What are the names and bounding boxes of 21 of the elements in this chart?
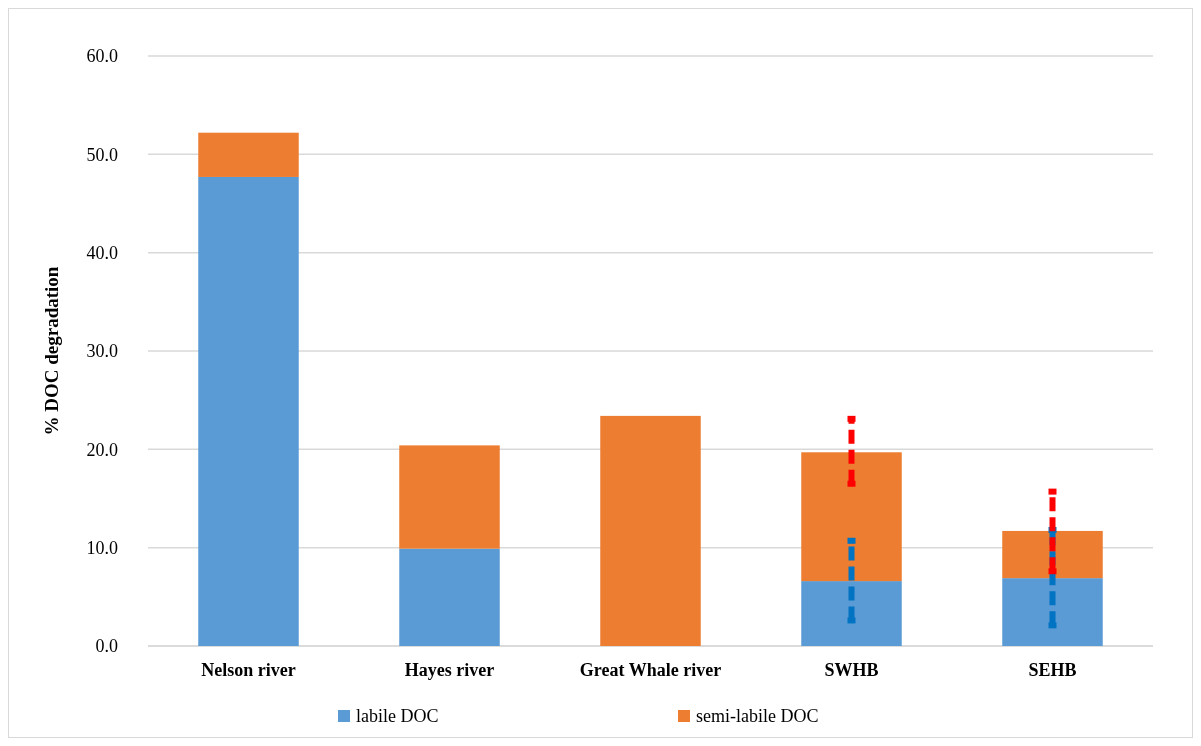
y-tick-label: 30.0 xyxy=(86,341,118,362)
bar xyxy=(198,132,299,177)
x-tick-label: Nelson river xyxy=(201,660,296,680)
bar xyxy=(399,445,500,549)
y-tick-label: 50.0 xyxy=(86,144,118,165)
legend-label: labile DOC xyxy=(356,706,439,727)
x-tick-label: Great Whale river xyxy=(579,660,722,680)
bar xyxy=(399,548,500,646)
x-tick-label: SEHB xyxy=(1028,660,1077,680)
x-tick-label: Hayes river xyxy=(404,660,495,680)
y-tick-label: 20.0 xyxy=(86,439,118,460)
y-tick-label: 10.0 xyxy=(86,537,118,558)
bar xyxy=(198,176,299,646)
x-tick-label: SWHB xyxy=(824,660,879,680)
y-axis-title: % DOC degradation xyxy=(41,266,62,436)
bar xyxy=(600,415,701,646)
y-tick-label: 60.0 xyxy=(86,46,118,67)
y-tick-label: 0.0 xyxy=(95,636,118,657)
y-tick-label: 40.0 xyxy=(86,242,118,263)
legend-label: semi-labile DOC xyxy=(696,706,819,727)
bar xyxy=(801,452,902,582)
